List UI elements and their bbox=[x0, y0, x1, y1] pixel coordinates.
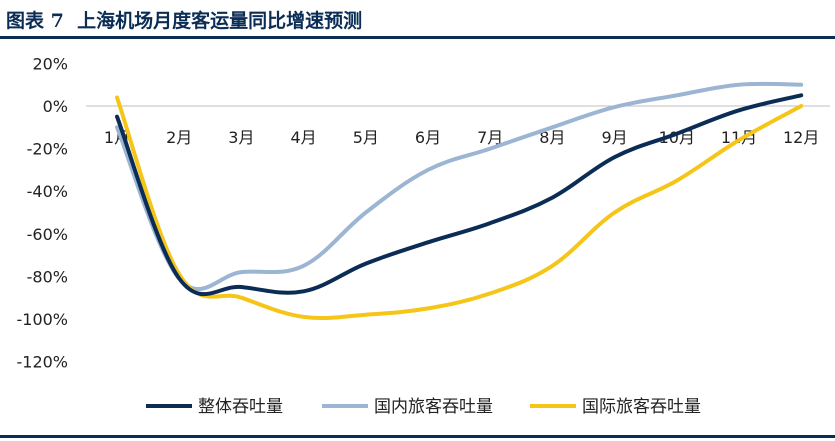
legend-label: 国际旅客吞吐量 bbox=[582, 397, 701, 417]
y-tick-label: 0% bbox=[43, 97, 68, 116]
legend-label: 国内旅客吞吐量 bbox=[374, 397, 493, 417]
y-tick-label: -40% bbox=[27, 182, 68, 201]
legend-label: 整体吞吐量 bbox=[198, 397, 283, 417]
series-line-0 bbox=[115, 93, 804, 297]
series-line-1 bbox=[115, 81, 804, 292]
x-tick-label: 12月 bbox=[783, 128, 819, 147]
x-tick-label: 6月 bbox=[415, 128, 441, 147]
x-tick-label: 8月 bbox=[539, 128, 565, 147]
top-rule bbox=[0, 36, 835, 39]
y-axis-ticks: 20% 0% -20% -40% -60% -80% -100% -120% bbox=[16, 54, 68, 371]
x-tick-label: 4月 bbox=[291, 128, 317, 147]
y-tick-label: -60% bbox=[27, 225, 68, 244]
x-axis-ticks: 1月 2月 3月 4月 5月 6月 7月 8月 9月 10月 11月 12月 bbox=[104, 128, 819, 147]
x-tick-label: 5月 bbox=[353, 128, 379, 147]
series-line-2 bbox=[115, 95, 804, 321]
x-tick-label: 3月 bbox=[228, 128, 254, 147]
title-bar: 图表 7 上海机场月度客运量同比增速预测 bbox=[0, 0, 835, 36]
x-tick-label: 2月 bbox=[166, 128, 192, 147]
x-tick-label: 9月 bbox=[602, 128, 628, 147]
y-tick-label: -120% bbox=[16, 353, 68, 372]
x-tick-label: 10月 bbox=[659, 128, 695, 147]
y-tick-label: -20% bbox=[27, 140, 68, 159]
x-tick-label: 7月 bbox=[477, 128, 503, 147]
legend: 整体吞吐量 国内旅客吞吐量 国际旅客吞吐量 bbox=[146, 397, 701, 417]
bottom-rule bbox=[0, 435, 835, 438]
y-tick-label: -100% bbox=[16, 310, 68, 329]
y-tick-label: -80% bbox=[27, 267, 68, 286]
y-tick-label: 20% bbox=[32, 54, 68, 73]
series-lines bbox=[115, 81, 804, 321]
chart-title: 图表 7 上海机场月度客运量同比增速预测 bbox=[6, 10, 363, 32]
